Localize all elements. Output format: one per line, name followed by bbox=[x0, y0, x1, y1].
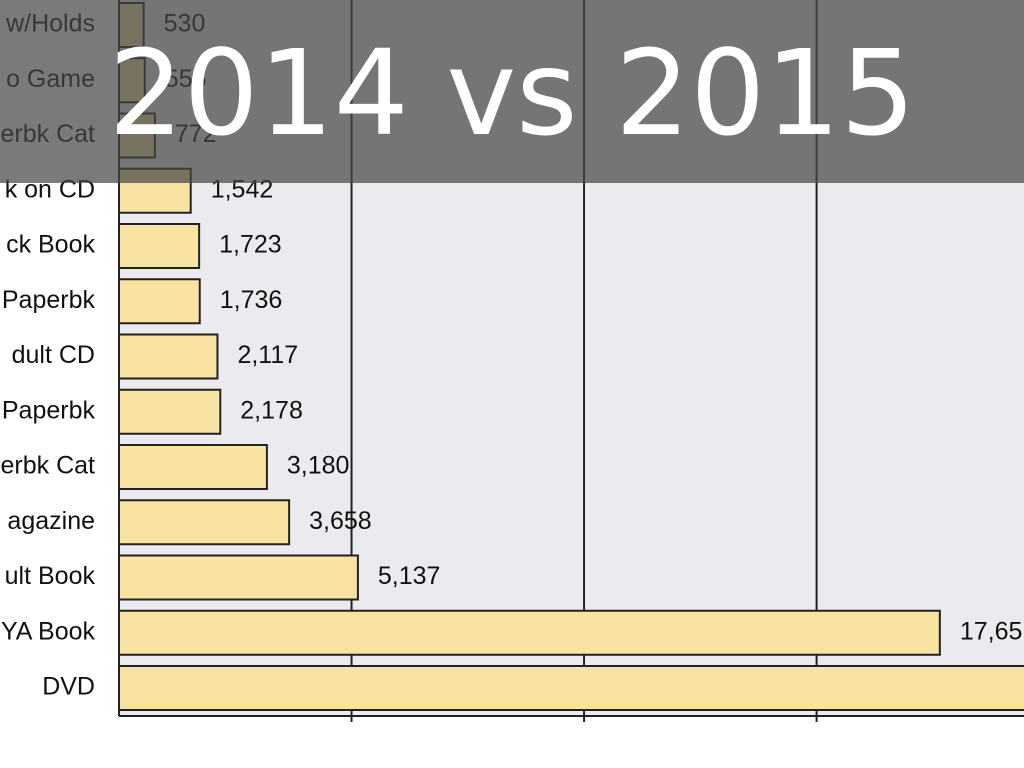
category-label: dult CD bbox=[12, 341, 95, 369]
value-label: 1,723 bbox=[219, 231, 282, 259]
category-label: Paperbk bbox=[2, 286, 96, 314]
value-label: 17,65 bbox=[960, 617, 1023, 645]
value-label: 2,178 bbox=[240, 396, 303, 424]
category-label: ult Book bbox=[5, 562, 96, 590]
category-label: agazine bbox=[7, 507, 95, 535]
bar bbox=[118, 388, 222, 435]
title-band bbox=[0, 0, 1024, 183]
category-label: Paperbk bbox=[2, 396, 96, 424]
value-label: 1,736 bbox=[220, 286, 283, 314]
category-label: erbk Cat bbox=[1, 452, 96, 480]
value-label: 5,137 bbox=[378, 562, 441, 590]
category-label: DVD bbox=[42, 673, 95, 701]
slide-title: 2014 vs 2015 bbox=[109, 24, 916, 162]
value-label: 3,658 bbox=[309, 507, 372, 535]
bar bbox=[118, 223, 201, 269]
value-label: 3,180 bbox=[287, 452, 350, 480]
bar bbox=[118, 609, 941, 656]
bar bbox=[118, 665, 1024, 711]
bar bbox=[118, 444, 268, 490]
bars bbox=[118, 2, 1024, 711]
category-label: YA Book bbox=[1, 617, 96, 645]
bar bbox=[118, 499, 291, 546]
value-label: 2,117 bbox=[237, 341, 298, 369]
bar bbox=[118, 554, 359, 601]
bar bbox=[118, 278, 201, 325]
bar bbox=[118, 333, 219, 380]
category-label: ck Book bbox=[6, 231, 95, 259]
